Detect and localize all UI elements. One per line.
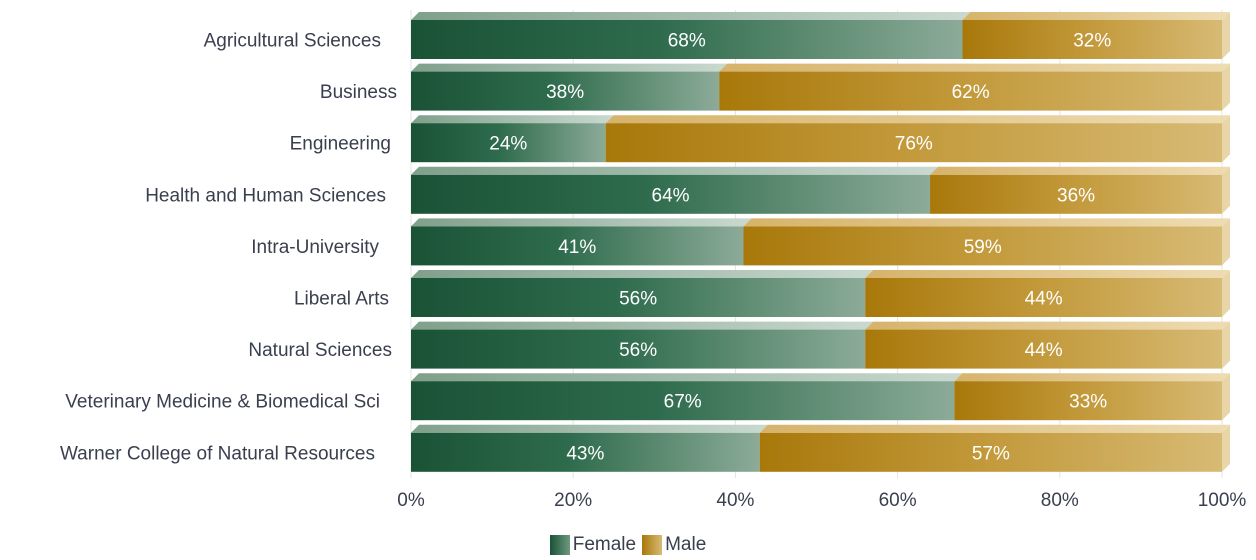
bar-top-male-2 — [605, 115, 1230, 124]
legend: Female Male — [0, 534, 1256, 556]
category-label-2: Engineering — [290, 134, 391, 155]
bar-top-male-3 — [930, 166, 1230, 175]
bar-top-female-3 — [411, 166, 939, 175]
bar-side-0 — [1222, 12, 1230, 59]
bar-female-5 — [411, 278, 866, 317]
category-label-5: Liberal Arts — [294, 289, 389, 310]
data-label-male-2: 76% — [895, 134, 933, 155]
legend-label-male: Male — [665, 534, 707, 555]
x-tick-label-2: 40% — [716, 490, 754, 511]
category-label-4: Intra-University — [251, 237, 379, 258]
data-label-female-2: 24% — [489, 134, 527, 155]
data-label-female-5: 56% — [619, 289, 657, 310]
bar-side-2 — [1222, 115, 1230, 163]
bar-top-male-6 — [865, 321, 1230, 330]
bar-male-1 — [719, 71, 1222, 111]
bar-female-3 — [411, 174, 931, 214]
legend-label-female: Female — [572, 534, 637, 555]
category-label-1: Business — [320, 82, 397, 103]
bar-top-female-4 — [411, 218, 752, 227]
data-label-male-3: 36% — [1057, 185, 1095, 206]
x-tick-label-3: 60% — [879, 490, 917, 511]
bar-top-female-0 — [411, 12, 971, 20]
data-label-female-1: 38% — [546, 82, 584, 103]
legend-swatch-male — [642, 535, 663, 555]
bar-male-6 — [865, 329, 1222, 369]
bar-top-male-0 — [962, 12, 1230, 20]
bar-side-7 — [1222, 373, 1230, 421]
bar-male-7 — [954, 381, 1222, 421]
bar-top-female-7 — [411, 373, 963, 382]
data-label-female-3: 64% — [652, 185, 690, 206]
data-label-female-7: 67% — [664, 392, 702, 413]
data-label-male-8: 57% — [972, 443, 1010, 464]
bar-male-8 — [759, 432, 1222, 472]
data-label-male-0: 32% — [1073, 31, 1111, 52]
data-label-male-1: 62% — [952, 82, 990, 103]
bar-male-4 — [743, 226, 1222, 266]
bar-top-female-8 — [411, 424, 768, 433]
bar-female-2 — [411, 123, 606, 163]
x-tick-label-4: 80% — [1041, 490, 1079, 511]
bar-side-8 — [1222, 424, 1230, 472]
bar-top-male-8 — [759, 424, 1230, 433]
bar-top-female-1 — [411, 63, 728, 72]
bar-female-8 — [411, 432, 760, 472]
category-label-8: Warner College of Natural Resources — [60, 443, 375, 464]
bar-female-7 — [411, 381, 955, 421]
bar-male-3 — [930, 174, 1222, 214]
data-label-male-5: 44% — [1025, 289, 1063, 310]
x-tick-label-5: 100% — [1198, 490, 1247, 511]
bar-top-female-6 — [411, 321, 874, 330]
bar-male-2 — [605, 123, 1222, 163]
bar-female-1 — [411, 71, 720, 111]
legend-item-female: Female — [549, 534, 637, 556]
data-label-male-4: 59% — [964, 237, 1002, 258]
bar-top-male-1 — [719, 63, 1230, 72]
bar-side-5 — [1222, 270, 1230, 317]
data-label-male-7: 33% — [1069, 392, 1107, 413]
category-label-7: Veterinary Medicine & Biomedical Sci — [65, 392, 380, 413]
data-label-male-6: 44% — [1025, 340, 1063, 361]
data-label-female-8: 43% — [566, 443, 604, 464]
bar-top-female-5 — [411, 270, 874, 278]
bar-male-5 — [865, 278, 1222, 317]
category-label-3: Health and Human Sciences — [145, 185, 386, 206]
bar-female-4 — [411, 226, 744, 266]
data-label-female-4: 41% — [558, 237, 596, 258]
bar-top-male-5 — [865, 270, 1230, 278]
bar-top-female-2 — [411, 115, 614, 124]
bar-male-0 — [962, 20, 1222, 59]
legend-item-male: Male — [642, 534, 706, 556]
bar-side-4 — [1222, 218, 1230, 266]
bar-top-male-7 — [954, 373, 1230, 382]
data-label-female-6: 56% — [619, 340, 657, 361]
x-tick-label-0: 0% — [397, 490, 425, 511]
category-label-0: Agricultural Sciences — [204, 31, 381, 52]
category-label-6: Natural Sciences — [248, 340, 392, 361]
x-tick-label-1: 20% — [554, 490, 592, 511]
bar-side-6 — [1222, 321, 1230, 369]
bar-female-6 — [411, 329, 866, 369]
bar-side-3 — [1222, 166, 1230, 214]
data-label-female-0: 68% — [668, 31, 706, 52]
bar-female-0 — [411, 20, 963, 59]
bar-top-male-4 — [743, 218, 1230, 227]
bar-side-1 — [1222, 63, 1230, 111]
legend-swatch-female — [549, 535, 570, 555]
